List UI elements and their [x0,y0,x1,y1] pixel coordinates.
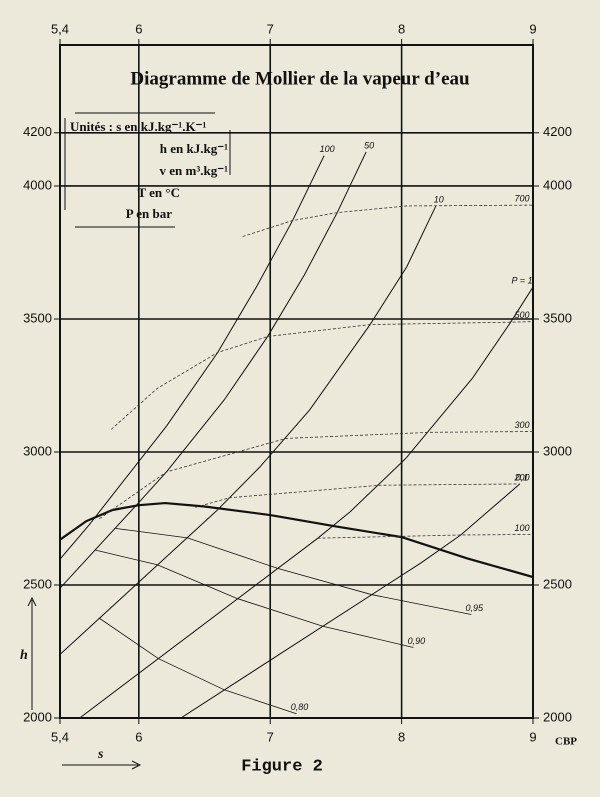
x-tick-label: 5,4 [51,729,69,744]
x-axis-label: s [97,747,104,762]
unit-line: P en bar [126,206,172,221]
x-tick-label: 8 [398,729,405,744]
curve-label: 500 [514,310,529,320]
curve [180,483,521,718]
curve [60,151,367,589]
curve [317,534,533,539]
x-tick-label: 9 [529,21,536,36]
plot-frame [59,44,534,719]
y-axis-label: h [20,648,28,663]
arrow-head [27,596,37,607]
curve-label: 0,80 [291,702,309,712]
curve [242,204,533,237]
curves [60,151,533,718]
x-tick-label: 6 [135,21,142,36]
unit-line: T en °C [137,185,180,200]
y-tick-label: 3000 [543,443,572,458]
y-tick-label: 3000 [23,443,52,458]
curve-label: 200 [513,472,529,482]
x-tick-label: 7 [267,729,274,744]
curve [95,549,414,648]
y-tick-label: 2500 [23,576,52,591]
curve-label: 300 [514,420,529,430]
publisher: CBP [555,736,577,748]
curve [110,321,533,430]
y-tick-label: 2000 [23,709,52,724]
x-tick-label: 5,4 [51,21,69,36]
curve-label: 50 [364,140,374,150]
arrow-head [131,760,142,770]
x-tick-label: 6 [135,729,142,744]
curve [99,617,297,715]
x-tick-label: 7 [267,21,274,36]
curve-label: 100 [514,523,529,533]
y-tick-label: 3500 [543,310,572,325]
curve [99,431,533,520]
caption: Figure 2 [241,757,323,776]
x-tick-label: 8 [398,21,405,36]
y-tick-label: 4200 [23,124,52,139]
y-tick-label: 4000 [543,177,572,192]
curve-label: 0,90 [408,636,426,646]
unit-line: h en kJ.kg⁻¹ [160,141,228,156]
curve [115,527,472,615]
chart-title: Diagramme de Mollier de la vapeur d’eau [130,68,470,89]
y-tick-label: 3500 [23,310,52,325]
curve-label: 10 [434,195,444,205]
x-tick-label: 9 [529,729,536,744]
curve-label: P = 1 [512,275,533,285]
y-tick-label: 4000 [23,177,52,192]
y-tick-label: 2500 [543,576,572,591]
curve-label: 100 [320,144,335,154]
y-tick-label: 2000 [543,709,572,724]
y-tick-label: 4200 [543,124,572,139]
curve [60,501,533,579]
curve [195,483,520,508]
curve-label: 0,1 [516,472,529,482]
curve [60,205,437,655]
unit-line: v en m³.kg⁻¹ [160,163,229,178]
curve [79,286,533,718]
curve-label: 0,95 [465,603,484,613]
curve-label: 700 [514,194,529,204]
